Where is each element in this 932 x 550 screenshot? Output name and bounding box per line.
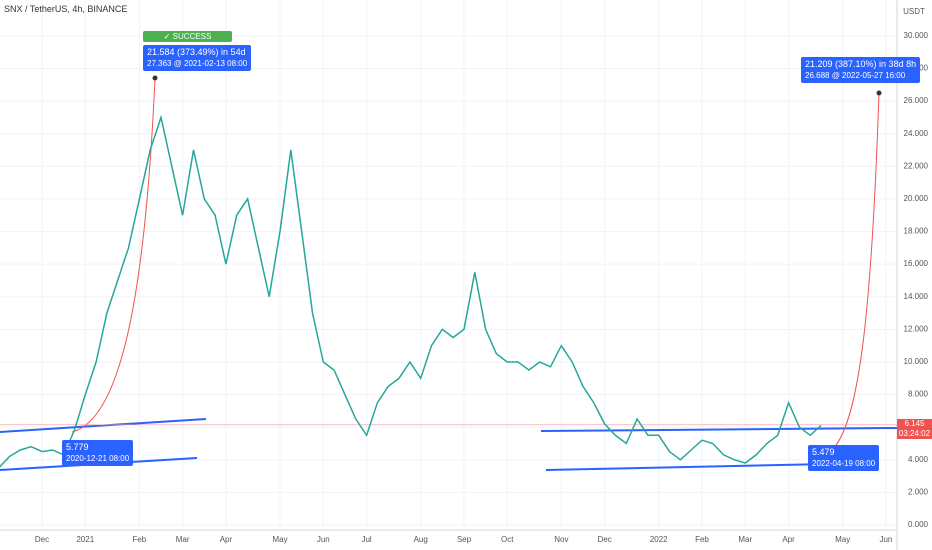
projection-curve — [71, 77, 156, 433]
measure-text: 21.209 (387.10%) in 38d 8h — [805, 59, 917, 69]
measure-box: 21.584 (373.49%) in 54d 27.363 @ 2021-02-… — [143, 45, 252, 71]
x-tick-label: May — [835, 535, 850, 544]
trend-line — [540, 427, 898, 432]
x-tick-label: Apr — [220, 535, 233, 544]
measure-text: 2020-12-21 08:00 — [66, 454, 130, 463]
success-badge: ✓ SUCCESS — [143, 31, 232, 42]
target-dot — [152, 75, 158, 81]
x-tick-label: Oct — [501, 535, 514, 544]
measure-box: 5.779 2020-12-21 08:00 — [62, 440, 134, 466]
x-tick-label: Mar — [738, 535, 752, 544]
x-tick-label: 2021 — [76, 535, 94, 544]
measure-box: 21.209 (387.10%) in 38d 8h 26.688 @ 2022-… — [801, 57, 921, 83]
x-tick-label: Aug — [414, 535, 428, 544]
price-line — [0, 114, 822, 468]
y-tick-label: 16.000 — [904, 259, 929, 268]
y-tick-label: 24.000 — [904, 129, 929, 138]
y-tick-label: 10.000 — [904, 357, 929, 366]
unit-label: USDT — [903, 7, 925, 16]
y-tick-label: 8.000 — [908, 390, 929, 399]
chart-title: SNX / TetherUS, 4h, BINANCE — [4, 4, 128, 14]
x-tick-label: Nov — [554, 535, 568, 544]
y-tick-label: 26.000 — [904, 96, 929, 105]
last-price-tag: 6.145 03:24:02 — [897, 418, 932, 439]
y-tick-label: 30.000 — [904, 31, 929, 40]
x-tick-label: Dec — [35, 535, 49, 544]
last-price: 6.145 — [904, 418, 925, 428]
x-tick-label: Feb — [132, 535, 146, 544]
measure-text: 5.779 — [66, 442, 89, 452]
projection-curve — [821, 92, 880, 456]
y-tick-label: 22.000 — [904, 161, 929, 170]
x-tick-label: May — [272, 535, 287, 544]
measure-text: 5.479 — [812, 447, 835, 457]
x-tick-label: Apr — [782, 535, 795, 544]
y-tick-label: 0.000 — [908, 520, 929, 529]
measure-box: 5.479 2022-04-19 08:00 — [808, 445, 880, 471]
x-tick-label: Jun — [317, 535, 330, 544]
measure-text: 27.363 @ 2021-02-13 08:00 — [147, 59, 248, 68]
x-tick-label: Dec — [598, 535, 612, 544]
countdown: 03:24:02 — [898, 428, 931, 438]
measure-text: 26.688 @ 2022-05-27 16:00 — [805, 71, 906, 80]
trend-line — [0, 418, 207, 433]
y-tick-label: 4.000 — [908, 455, 929, 464]
measure-text: 2022-04-19 08:00 — [812, 459, 876, 468]
x-tick-label: Sep — [457, 535, 472, 544]
y-tick-label: 12.000 — [904, 324, 929, 333]
y-tick-label: 14.000 — [904, 292, 929, 301]
x-tick-label: Jun — [879, 535, 892, 544]
y-tick-label: 20.000 — [904, 194, 929, 203]
y-tick-label: 2.000 — [908, 488, 929, 497]
x-tick-label: Jul — [361, 535, 371, 544]
target-dot — [876, 90, 882, 96]
x-tick-label: Mar — [176, 535, 190, 544]
x-tick-label: Feb — [695, 535, 709, 544]
y-tick-label: 18.000 — [904, 227, 929, 236]
measure-text: 21.584 (373.49%) in 54d — [147, 47, 246, 57]
x-tick-label: 2022 — [650, 535, 668, 544]
